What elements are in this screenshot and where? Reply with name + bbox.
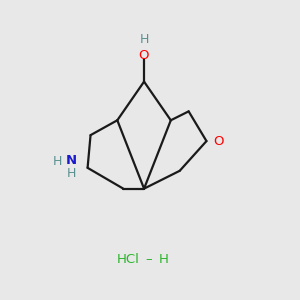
Text: –: – bbox=[145, 254, 152, 266]
Text: H: H bbox=[53, 155, 62, 168]
Text: O: O bbox=[214, 135, 224, 148]
Text: O: O bbox=[138, 49, 149, 62]
Text: H: H bbox=[140, 33, 149, 46]
Text: H: H bbox=[158, 254, 168, 266]
Text: N: N bbox=[66, 154, 77, 167]
Text: HCl: HCl bbox=[116, 254, 139, 266]
Text: H: H bbox=[67, 167, 76, 180]
